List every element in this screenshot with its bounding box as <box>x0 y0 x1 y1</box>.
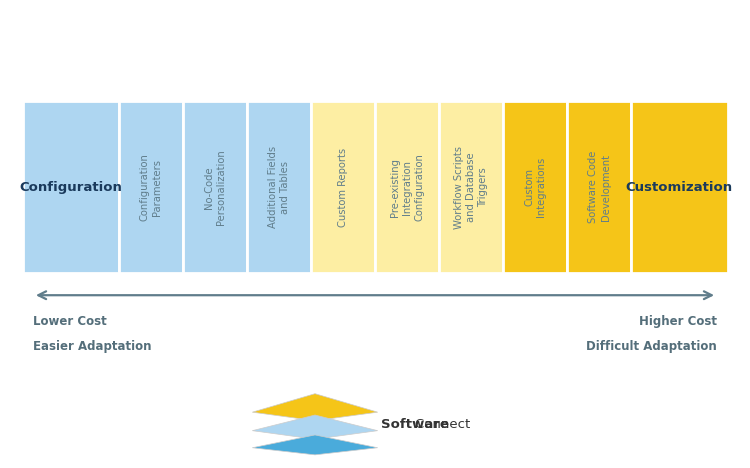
FancyBboxPatch shape <box>311 101 375 273</box>
FancyBboxPatch shape <box>375 101 439 273</box>
Text: Custom Reports: Custom Reports <box>338 147 348 227</box>
FancyBboxPatch shape <box>247 101 311 273</box>
Text: Easier Adaptation: Easier Adaptation <box>33 340 152 353</box>
Text: Higher Cost: Higher Cost <box>639 315 717 328</box>
FancyBboxPatch shape <box>567 101 632 273</box>
Text: Software Code
Development: Software Code Development <box>588 151 610 223</box>
FancyBboxPatch shape <box>439 101 503 273</box>
Text: No-Code
Personalization: No-Code Personalization <box>203 149 226 225</box>
Text: CONFIGURATION VS. CUSTOMIZATION: CONFIGURATION VS. CUSTOMIZATION <box>52 28 698 57</box>
Polygon shape <box>252 394 378 421</box>
FancyBboxPatch shape <box>183 101 247 273</box>
Text: Workflow Scripts
and Database
Triggers: Workflow Scripts and Database Triggers <box>454 146 488 229</box>
Text: Difficult Adaptation: Difficult Adaptation <box>586 340 717 353</box>
Text: Pre-existing
Integration
Configuration: Pre-existing Integration Configuration <box>390 153 424 221</box>
FancyBboxPatch shape <box>632 101 728 273</box>
Polygon shape <box>252 435 378 455</box>
FancyBboxPatch shape <box>22 101 118 273</box>
Text: Connect: Connect <box>381 418 470 431</box>
FancyBboxPatch shape <box>118 101 183 273</box>
Text: Custom
Integrations: Custom Integrations <box>524 157 547 217</box>
Text: Customization: Customization <box>626 181 733 194</box>
Text: Configuration: Configuration <box>20 181 122 194</box>
Text: Configuration
Parameters: Configuration Parameters <box>140 153 162 221</box>
Polygon shape <box>252 415 378 439</box>
Text: Software: Software <box>381 418 448 431</box>
Text: Lower Cost: Lower Cost <box>33 315 106 328</box>
Text: Additional Fields
and Tables: Additional Fields and Tables <box>268 146 290 228</box>
FancyBboxPatch shape <box>503 101 567 273</box>
